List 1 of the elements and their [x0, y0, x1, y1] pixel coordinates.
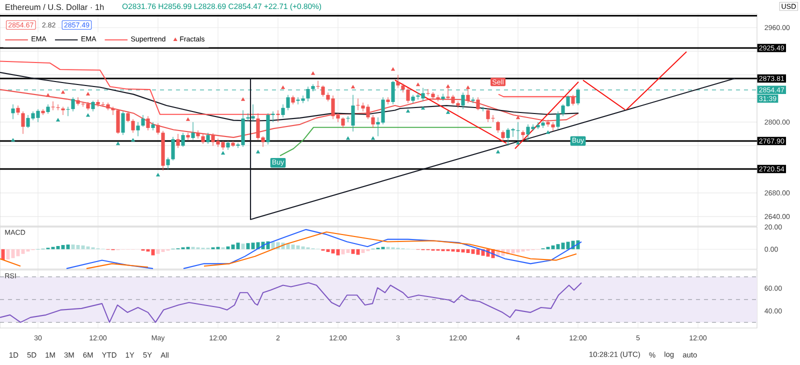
chart-title: Ethereum / U.S. Dollar · 1h: [6, 4, 104, 10]
